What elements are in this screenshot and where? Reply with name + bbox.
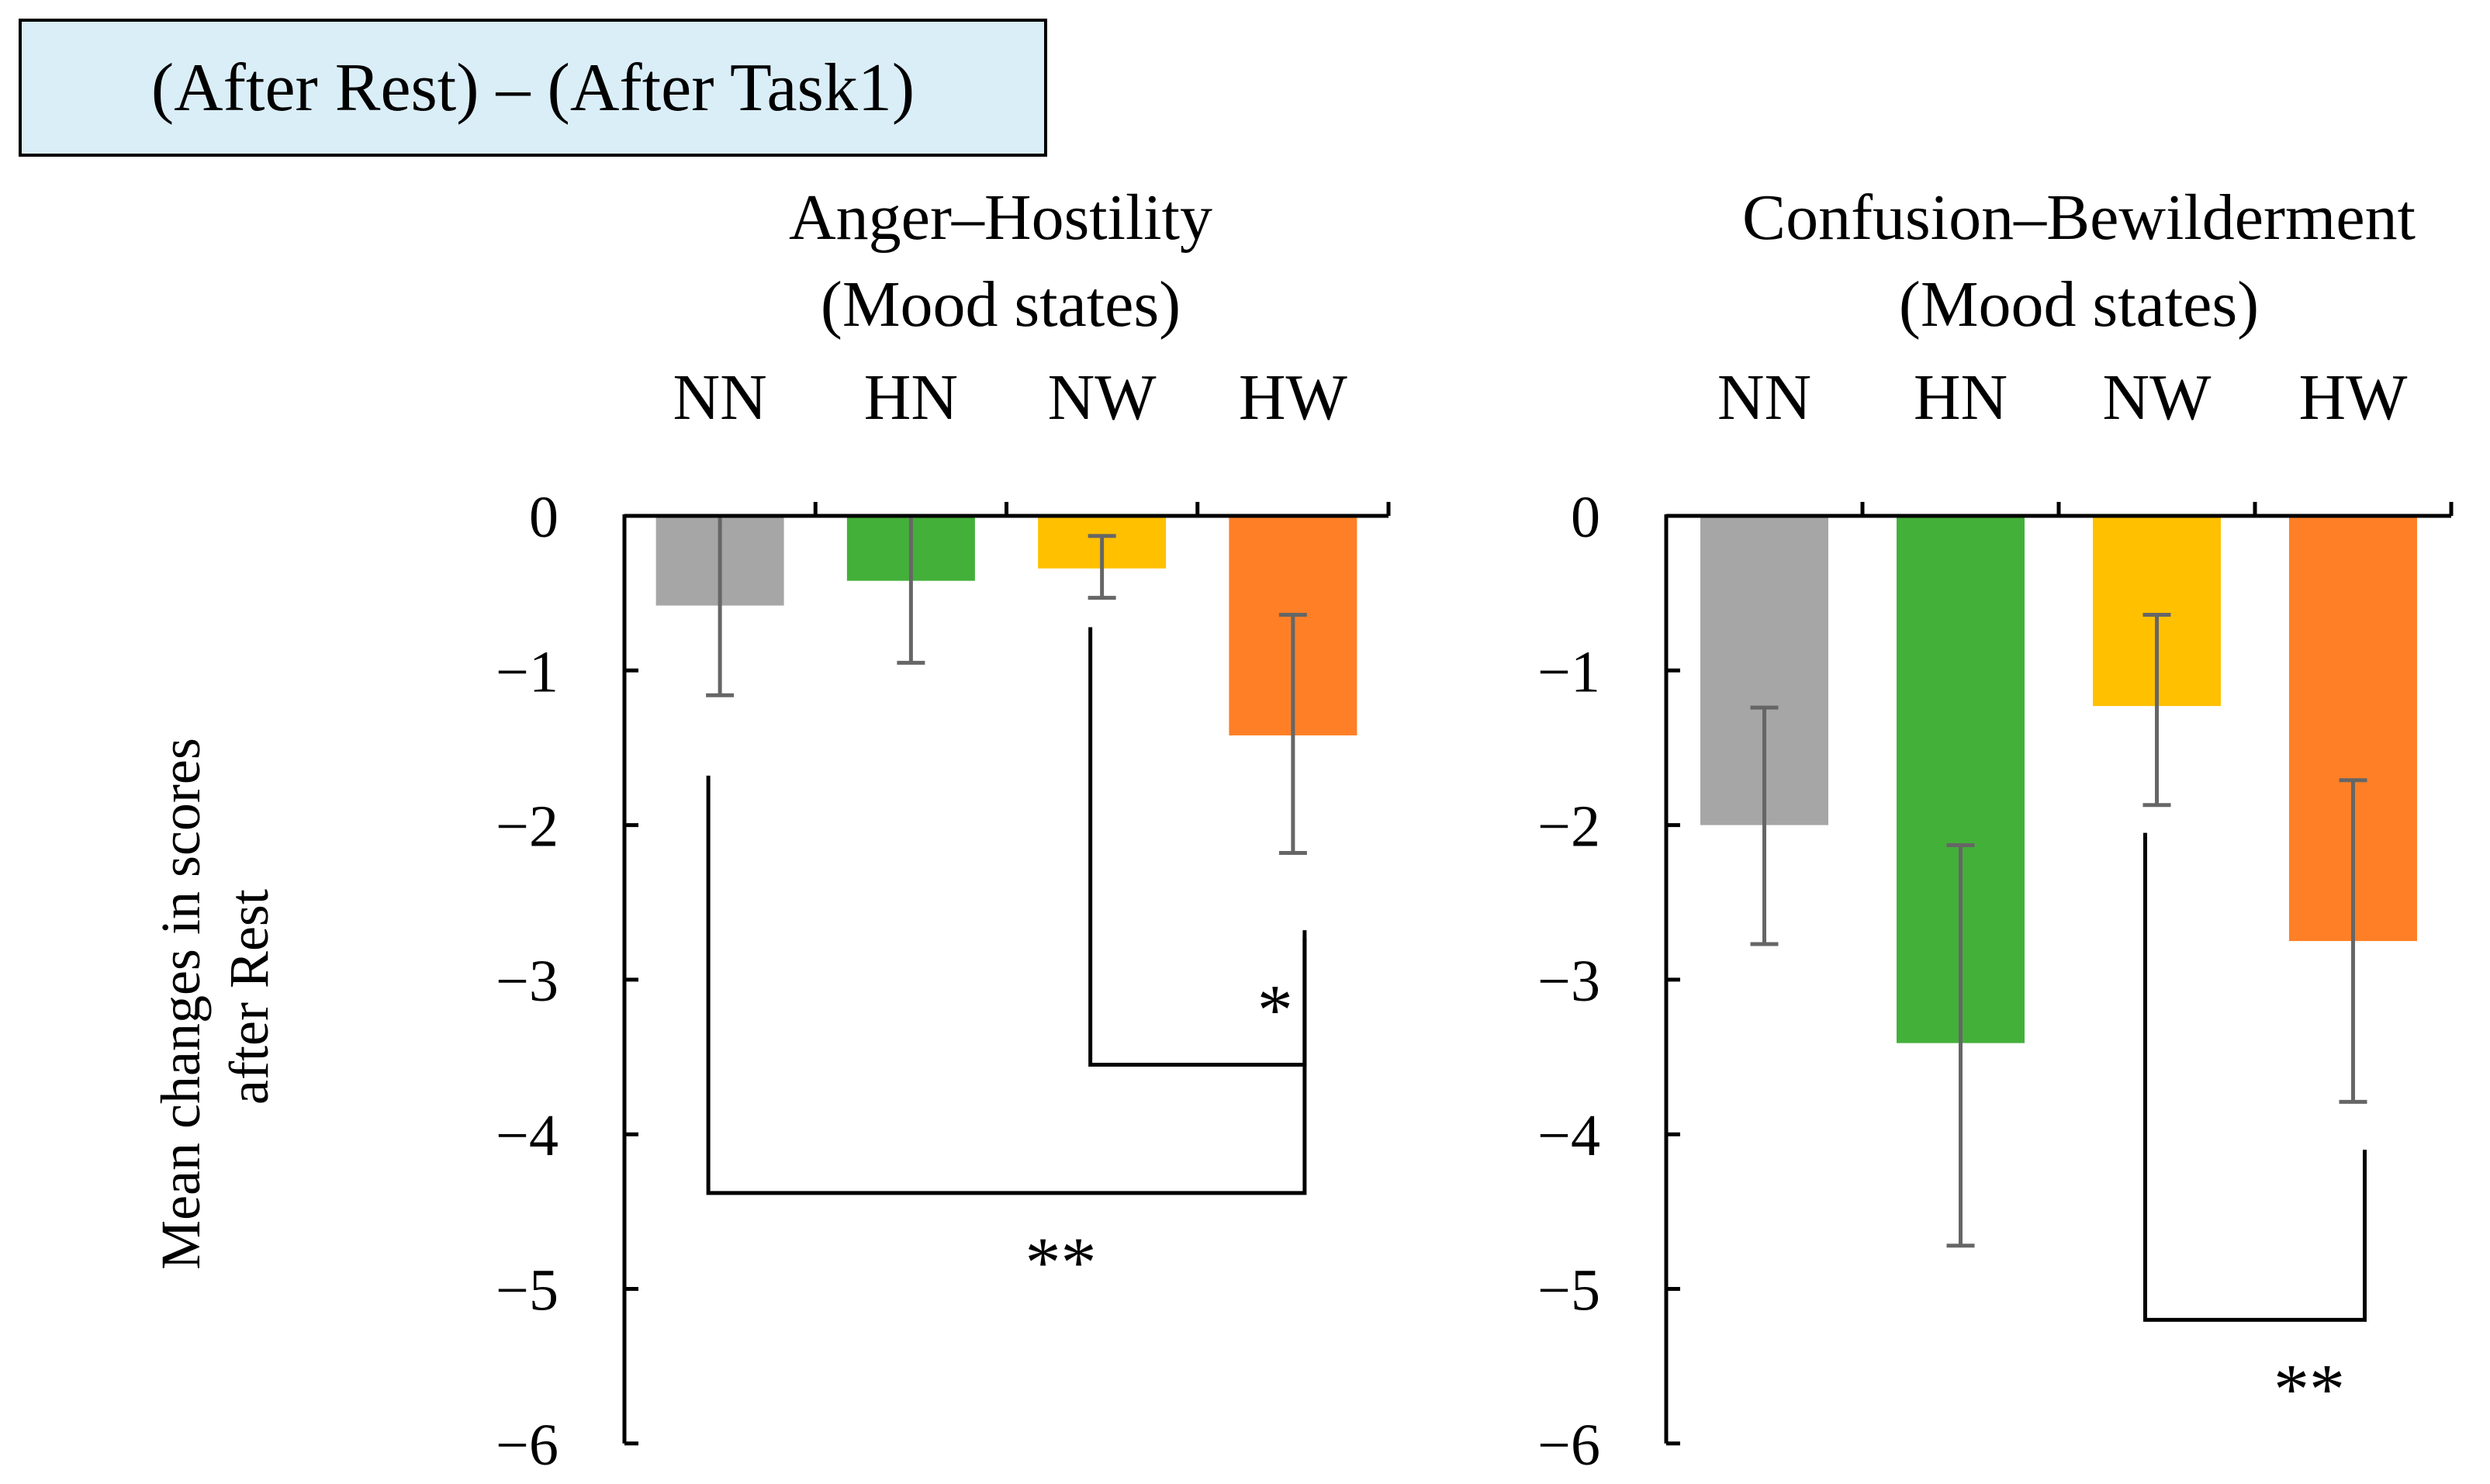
anger-y-tick-label: 0 bbox=[529, 485, 559, 550]
anger-y-tick-label: −1 bbox=[496, 639, 559, 704]
anger-category-label-hn: HN bbox=[864, 361, 958, 434]
confusion-y-tick-label: −4 bbox=[1537, 1103, 1600, 1168]
anger-errorbar-hn bbox=[897, 516, 925, 665]
anger-errorbar-nn bbox=[706, 516, 735, 697]
bracket-line bbox=[706, 775, 1307, 1195]
anger-category-label-nn: NN bbox=[673, 361, 766, 434]
anger-category-label-nw: NW bbox=[1048, 361, 1157, 434]
anger-hostility-chart: Anger–Hostility (Mood states) NN HN NW HW 0 −1 −… bbox=[496, 182, 1391, 1478]
confusion-y-tick-label: 0 bbox=[1571, 485, 1600, 550]
confusion-significance-bracket-nw-hw: ** bbox=[2143, 832, 2367, 1428]
confusion-y-tick-label: −3 bbox=[1537, 949, 1600, 1014]
y-axis-label-line2: after Rest bbox=[218, 889, 280, 1105]
confusion-errorbar-hw bbox=[2339, 778, 2367, 1104]
anger-y-tick-label: −3 bbox=[496, 949, 559, 1014]
anger-y-tick-label: −2 bbox=[496, 794, 559, 860]
anger-significance-bracket-nn-hw: ** bbox=[706, 775, 1307, 1302]
significance-label: * bbox=[1257, 970, 1293, 1050]
anger-title: Anger–Hostility bbox=[789, 182, 1212, 254]
confusion-category-label-nn: NN bbox=[1717, 361, 1811, 434]
confusion-title: Confusion–Bewilderment bbox=[1742, 182, 2416, 254]
confusion-y-tick-label: −6 bbox=[1537, 1413, 1600, 1478]
bracket-line bbox=[2143, 832, 2367, 1322]
anger-subtitle: (Mood states) bbox=[821, 268, 1181, 341]
confusion-errorbar-hn bbox=[1946, 843, 1975, 1248]
confusion-y-tick-label: −5 bbox=[1537, 1258, 1600, 1323]
comparison-header-label: (After Rest) – (After Task1) bbox=[150, 50, 915, 126]
anger-y-tick-label: −6 bbox=[496, 1413, 559, 1478]
confusion-y-tick-label: −1 bbox=[1537, 639, 1600, 704]
anger-y-tick-label: −5 bbox=[496, 1258, 559, 1323]
significance-label: ** bbox=[2274, 1349, 2345, 1428]
anger-errorbar-hw bbox=[1278, 613, 1307, 855]
significance-label: ** bbox=[1025, 1223, 1097, 1302]
comparison-header-box: (After Rest) – (After Task1) bbox=[19, 19, 1047, 157]
confusion-errorbar-nw bbox=[2142, 613, 2171, 808]
y-axis-label: Mean changes in scores after Rest bbox=[150, 724, 280, 1270]
anger-errorbar-nw bbox=[1088, 534, 1116, 600]
confusion-y-tick-label: −2 bbox=[1537, 794, 1600, 860]
y-axis-label-line1: Mean changes in scores bbox=[150, 738, 212, 1270]
confusion-category-label-hn: HN bbox=[1914, 361, 2008, 434]
confusion-subtitle: (Mood states) bbox=[1899, 268, 2259, 341]
confusion-errorbar-nn bbox=[1750, 705, 1779, 946]
confusion-category-label-nw: NW bbox=[2103, 361, 2212, 434]
anger-category-label-hw: HW bbox=[1239, 361, 1348, 434]
confusion-category-label-hw: HW bbox=[2299, 361, 2409, 434]
anger-y-tick-label: −4 bbox=[496, 1103, 559, 1168]
confusion-bewilderment-chart: Confusion–Bewilderment (Mood states) NN HN N… bbox=[1537, 182, 2454, 1478]
